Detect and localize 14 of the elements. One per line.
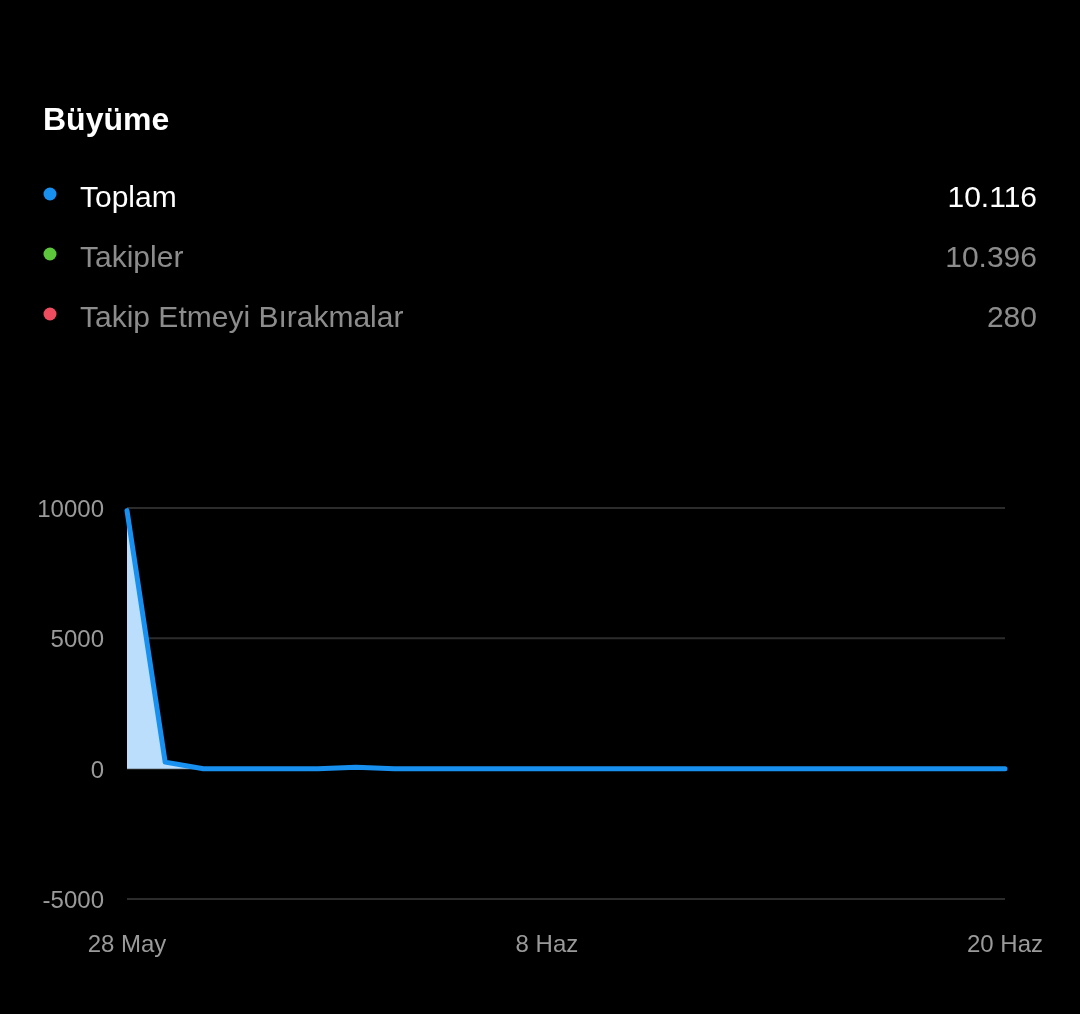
y-tick-label: 10000 — [37, 495, 104, 522]
text: 10.116 — [947, 180, 1037, 213]
y-tick-label: -5000 — [42, 886, 104, 913]
legend-label: Takip Etmeyi Bırakmalar — [80, 300, 404, 333]
y-tick-label: 0 — [90, 755, 104, 783]
x-tick-label: 28 May — [87, 930, 167, 957]
legend-label: Toplam — [80, 180, 177, 213]
text: 10.396 — [945, 240, 1037, 273]
chart-title: Büyüme — [43, 101, 170, 137]
y-tick-label: 5000 — [50, 625, 104, 653]
legend-label: Takipler — [80, 240, 184, 273]
text: 280 — [986, 300, 1037, 333]
x-tick-label: 8 Haz — [515, 930, 579, 957]
x-tick-label: 20 Haz — [966, 930, 1044, 957]
